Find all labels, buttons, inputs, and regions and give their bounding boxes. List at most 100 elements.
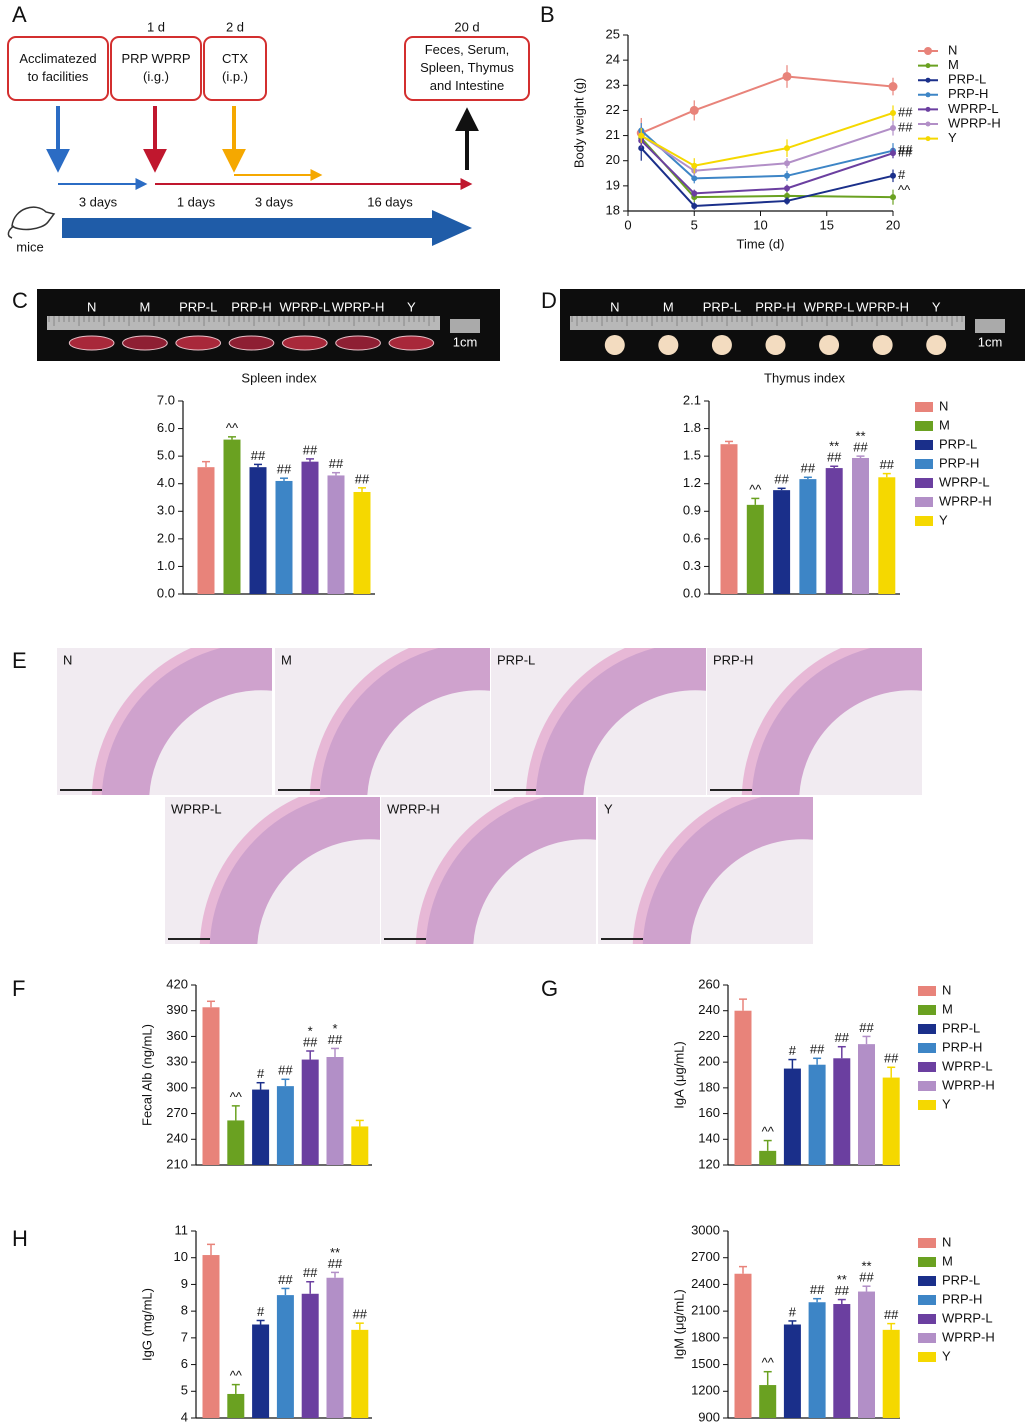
legend-label: PRP-L xyxy=(942,1272,980,1287)
legend-label: N xyxy=(942,982,951,997)
bar xyxy=(858,1044,875,1165)
annotation: ## xyxy=(353,1307,368,1322)
organ-label: WPRP-L xyxy=(280,299,331,314)
bar xyxy=(197,467,215,594)
histology-label: Y xyxy=(604,801,613,816)
organ-label: WPRP-H xyxy=(332,299,385,314)
day-label: 20 d xyxy=(454,19,479,34)
legend-swatch xyxy=(918,1005,936,1015)
histology-image xyxy=(598,797,813,944)
bar xyxy=(252,1089,270,1165)
y-tick-label: 180 xyxy=(698,1079,720,1094)
annotation: ** xyxy=(837,1272,847,1287)
scale-label: 1cm xyxy=(978,334,1003,349)
organ-label: N xyxy=(610,299,619,314)
panel-label: H xyxy=(12,1226,28,1251)
legend-swatch xyxy=(915,497,933,507)
legend-swatch xyxy=(918,1024,936,1034)
chart-title: Thymus index xyxy=(764,370,845,385)
annotation: ^^ xyxy=(762,1355,775,1370)
y-tick-label: 4.0 xyxy=(157,475,175,490)
legend-swatch xyxy=(918,1043,936,1053)
annotation: ## xyxy=(801,461,816,476)
line xyxy=(640,147,894,207)
x-tick-label: 20 xyxy=(886,217,900,232)
bar xyxy=(252,1324,270,1418)
point xyxy=(890,194,896,201)
panel-label: G xyxy=(541,976,558,1001)
box-text: and Intestine xyxy=(430,78,504,93)
annotation: ^^ xyxy=(230,1089,243,1104)
annotation: ## xyxy=(355,471,370,486)
legend-label: Y xyxy=(942,1348,951,1363)
timeline-box xyxy=(110,36,202,101)
legend-label: N xyxy=(948,42,957,57)
point xyxy=(890,150,896,157)
histology-image xyxy=(275,648,490,795)
annotation: ^^ xyxy=(898,183,911,198)
annotation: ## xyxy=(251,448,266,463)
legend-label: M xyxy=(942,1253,953,1268)
timeline-box xyxy=(404,36,530,101)
organ-label: PRP-L xyxy=(179,299,217,314)
bar xyxy=(783,1324,801,1418)
legend-marker xyxy=(925,77,931,83)
bar xyxy=(227,1120,245,1165)
histology-label: WPRP-L xyxy=(171,801,222,816)
y-tick-label: 2400 xyxy=(691,1276,720,1291)
box-text: (i.g.) xyxy=(143,69,169,84)
point xyxy=(890,109,896,116)
line xyxy=(640,127,894,172)
bar xyxy=(353,491,371,594)
duration-label: 3 days xyxy=(255,194,294,209)
annotation: * xyxy=(308,1023,313,1038)
point xyxy=(890,125,896,132)
annotation: # xyxy=(789,1043,797,1058)
point xyxy=(784,185,790,192)
point xyxy=(689,105,699,115)
y-tick-label: 4 xyxy=(181,1409,188,1424)
annotation: # xyxy=(257,1066,265,1081)
legend-marker xyxy=(925,92,931,98)
organ xyxy=(68,335,115,351)
y-tick-label: 24 xyxy=(606,52,620,67)
annotation: ** xyxy=(855,429,865,444)
legend-marker xyxy=(924,47,932,55)
legend-swatch xyxy=(918,1238,936,1248)
line xyxy=(640,75,894,134)
organ xyxy=(388,335,435,351)
legend-swatch xyxy=(918,1352,936,1362)
y-tick-label: 5.0 xyxy=(157,448,175,463)
bar xyxy=(734,1010,752,1165)
panel-label: F xyxy=(12,976,25,1001)
histology-image xyxy=(57,648,272,795)
annotation: ## xyxy=(859,1270,874,1285)
day-label: 1 d xyxy=(147,19,165,34)
bar xyxy=(326,1277,344,1418)
annotation: ## xyxy=(859,1020,874,1035)
duration-label: 1 days xyxy=(177,194,216,209)
line xyxy=(640,139,894,195)
legend-label: WPRP-H xyxy=(942,1077,995,1092)
annotation: ^^ xyxy=(230,1368,243,1383)
tissue-wall xyxy=(744,648,922,795)
legend-swatch xyxy=(918,1081,936,1091)
y-tick-label: 140 xyxy=(698,1131,720,1146)
legend-marker xyxy=(925,63,931,69)
organ xyxy=(926,335,947,355)
y-tick-label: 0.9 xyxy=(683,503,701,518)
annotation: ## xyxy=(835,1030,850,1045)
bar xyxy=(783,1068,801,1165)
bar xyxy=(808,1064,826,1165)
annotation: ## xyxy=(884,1051,899,1066)
y-tick-label: 23 xyxy=(606,77,620,92)
box-text: to facilities xyxy=(28,69,89,84)
point xyxy=(890,172,896,179)
y-tick-label: 1.5 xyxy=(683,448,701,463)
y-tick-label: 240 xyxy=(166,1131,188,1146)
y-tick-label: 360 xyxy=(166,1028,188,1043)
organ-label: PRP-H xyxy=(231,299,271,314)
box-text: (i.p.) xyxy=(222,69,248,84)
bar xyxy=(275,480,293,594)
